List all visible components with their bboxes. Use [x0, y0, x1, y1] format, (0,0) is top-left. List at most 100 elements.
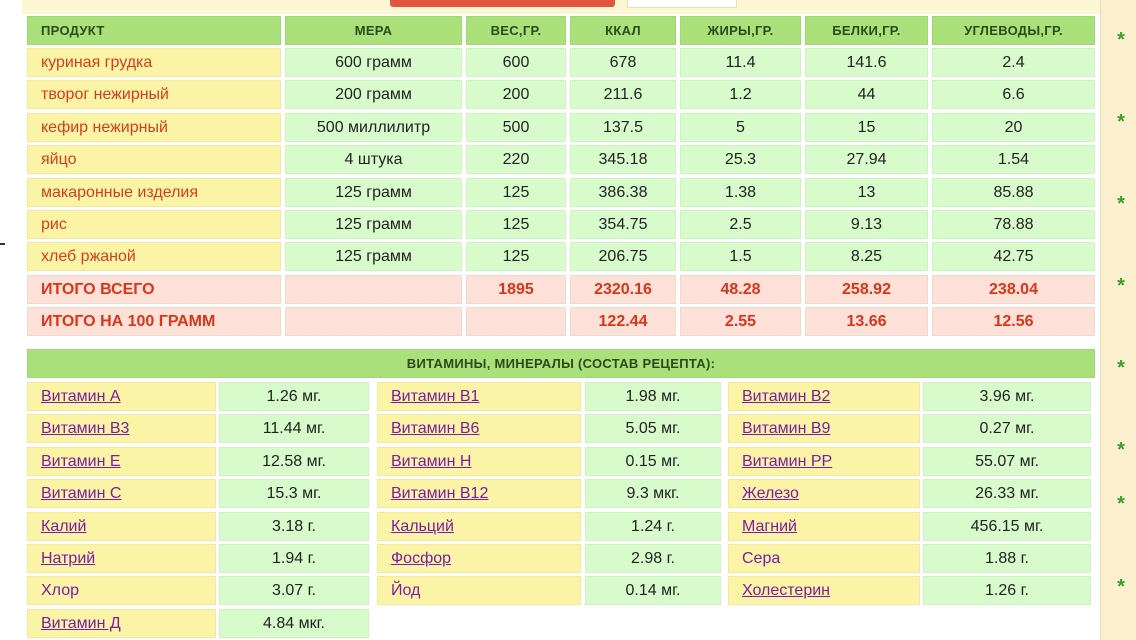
nutrition-value-cell: 78.88	[932, 210, 1095, 239]
product-name-cell: макаронные изделия	[27, 178, 281, 207]
total-label-cell: ИТОГО НА 100 ГРАММ	[27, 307, 281, 336]
nutrient-link[interactable]: Витамин A	[27, 382, 216, 411]
column-header: ЖИРЫ,ГР.	[680, 16, 801, 45]
nutrient-link[interactable]: Витамин B1	[377, 382, 581, 411]
nutrient-amount: 0.27 мг.	[923, 414, 1091, 443]
product-name-cell: хлеб ржаной	[27, 242, 281, 271]
nutrient-amount: 11.44 мг.	[219, 414, 369, 443]
nutrition-value-cell: 141.6	[805, 48, 928, 77]
total-value-cell: 1895	[466, 275, 566, 304]
column-header: ПРОДУКТ	[27, 16, 281, 45]
total-value-cell: 12.56	[932, 307, 1095, 336]
nutrition-value-cell: 500 миллилитр	[285, 113, 462, 142]
nutrient-amount: 3.96 мг.	[923, 382, 1091, 411]
nutrient-amount: 1.26 г.	[923, 576, 1091, 605]
nutrient-link[interactable]: Натрий	[27, 544, 216, 573]
nutrient-name: Йод	[377, 576, 581, 605]
star-icon: *	[1117, 493, 1125, 515]
nutrition-value-cell: 1.5	[680, 242, 801, 271]
left-edge-mark	[0, 243, 5, 245]
vitamins-title: ВИТАМИНЫ, МИНЕРАЛЫ (СОСТАВ РЕЦЕПТА):	[27, 349, 1095, 378]
top-red-button[interactable]	[390, 0, 615, 7]
nutrient-amount: 3.18 г.	[219, 512, 369, 541]
nutrition-value-cell: 25.3	[680, 145, 801, 174]
nutrition-value-cell: 200 грамм	[285, 80, 462, 109]
nutrition-value-cell: 206.75	[570, 242, 676, 271]
nutrition-value-cell: 678	[570, 48, 676, 77]
nutrient-amount: 0.14 мг.	[585, 576, 721, 605]
column-header: УГЛЕВОДЫ,ГР.	[932, 16, 1095, 45]
star-icon: *	[1117, 439, 1125, 461]
nutrition-value-cell: 1.38	[680, 178, 801, 207]
nutrition-value-cell: 9.13	[805, 210, 928, 239]
product-name-cell: рис	[27, 210, 281, 239]
nutrition-value-cell: 4 штука	[285, 145, 462, 174]
nutrition-value-cell: 386.38	[570, 178, 676, 207]
product-name-cell: куриная грудка	[27, 48, 281, 77]
nutrition-value-cell: 137.5	[570, 113, 676, 142]
nutrition-value-cell: 8.25	[805, 242, 928, 271]
nutrient-amount: 1.98 мг.	[585, 382, 721, 411]
nutrition-value-cell: 125	[466, 242, 566, 271]
nutrient-link[interactable]: Витамин B9	[728, 414, 920, 443]
total-value-cell: 238.04	[932, 275, 1095, 304]
total-value-cell: 2.55	[680, 307, 801, 336]
star-icon: *	[1117, 357, 1125, 379]
nutrition-value-cell: 44	[805, 80, 928, 109]
nutrition-value-cell: 220	[466, 145, 566, 174]
nutrition-value-cell: 125 грамм	[285, 242, 462, 271]
total-value-cell	[285, 307, 462, 336]
total-value-cell	[466, 307, 566, 336]
column-header: ВЕС,ГР.	[466, 16, 566, 45]
star-icon: *	[1117, 275, 1125, 297]
nutrition-value-cell: 6.6	[932, 80, 1095, 109]
nutrient-amount: 0.15 мг.	[585, 447, 721, 476]
nutrient-link[interactable]: Витамин B2	[728, 382, 920, 411]
column-header: ККАЛ	[570, 16, 676, 45]
nutrient-link[interactable]: Калий	[27, 512, 216, 541]
nutrient-link[interactable]: Витамин B3	[27, 414, 216, 443]
nutrient-link[interactable]: Железо	[728, 479, 920, 508]
nutrient-link[interactable]: Витамин B12	[377, 479, 581, 508]
left-margin	[0, 0, 22, 640]
nutrient-amount: 3.07 г.	[219, 576, 369, 605]
nutrient-link[interactable]: Кальций	[377, 512, 581, 541]
nutrition-value-cell: 600	[466, 48, 566, 77]
nutrient-link[interactable]: Витамин B6	[377, 414, 581, 443]
nutrition-value-cell: 27.94	[805, 145, 928, 174]
nutrient-link[interactable]: Витамин H	[377, 447, 581, 476]
nutrient-link[interactable]: Фосфор	[377, 544, 581, 573]
total-value-cell	[285, 275, 462, 304]
nutrition-value-cell: 500	[466, 113, 566, 142]
nutrient-amount: 1.26 мг.	[219, 382, 369, 411]
total-value-cell: 258.92	[805, 275, 928, 304]
nutrient-link[interactable]: Холестерин	[728, 576, 920, 605]
column-header: БЕЛКИ,ГР.	[805, 16, 928, 45]
nutrition-value-cell: 2.5	[680, 210, 801, 239]
nutrient-amount: 4.84 мкг.	[219, 609, 369, 638]
nutrition-value-cell: 354.75	[570, 210, 676, 239]
nutrition-value-cell: 600 грамм	[285, 48, 462, 77]
nutrition-value-cell: 345.18	[570, 145, 676, 174]
nutrition-value-cell: 20	[932, 113, 1095, 142]
nutrient-amount: 9.3 мкг.	[585, 479, 721, 508]
top-toolbar-strip	[22, 0, 1100, 14]
nutrition-value-cell: 1.2	[680, 80, 801, 109]
product-name-cell: творог нежирный	[27, 80, 281, 109]
nutrient-amount: 456.15 мг.	[923, 512, 1091, 541]
nutrition-value-cell: 125	[466, 178, 566, 207]
nutrition-value-cell: 11.4	[680, 48, 801, 77]
nutrition-value-cell: 85.88	[932, 178, 1095, 207]
nutrient-link[interactable]: Магний	[728, 512, 920, 541]
nutrition-value-cell: 5	[680, 113, 801, 142]
total-value-cell: 13.66	[805, 307, 928, 336]
nutrient-link[interactable]: Витамин E	[27, 447, 216, 476]
nutrient-link[interactable]: Витамин PP	[728, 447, 920, 476]
product-name-cell: кефир нежирный	[27, 113, 281, 142]
nutrient-name: Сера	[728, 544, 920, 573]
nutrient-link[interactable]: Витамин C	[27, 479, 216, 508]
top-white-button[interactable]	[627, 0, 737, 8]
nutrient-link[interactable]: Витамин Д	[27, 609, 216, 638]
total-value-cell: 2320.16	[570, 275, 676, 304]
nutrition-value-cell: 200	[466, 80, 566, 109]
